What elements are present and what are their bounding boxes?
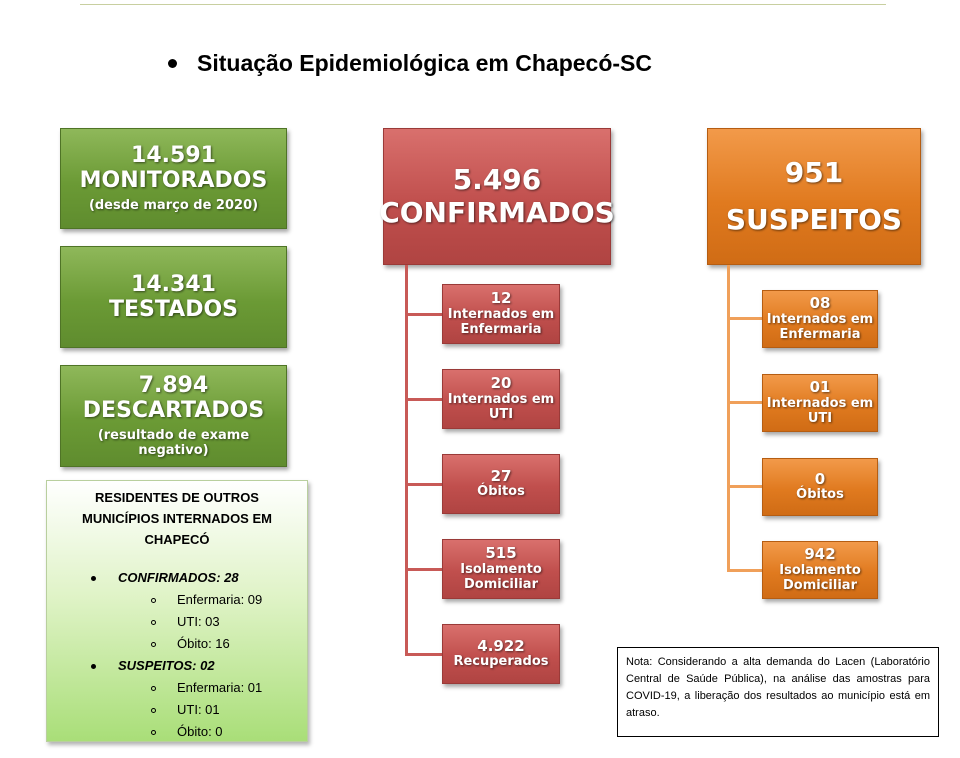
residents-conf-item: Enfermaria: 09	[177, 592, 263, 607]
confirmados-label: CONFIRMADOS	[379, 195, 615, 229]
confirmados-enfermaria-box: 12 Internados em Enfermaria	[442, 284, 560, 344]
residents-susp-item: UTI: 01	[177, 702, 220, 717]
circle-bullet-icon	[151, 598, 156, 603]
suspeitos-box: 951 SUSPEITOS	[707, 128, 921, 265]
item-label: Óbitos	[477, 484, 525, 500]
item-number: 0	[814, 469, 826, 488]
item-label: Óbitos	[796, 487, 844, 503]
item-label: Internados em UTI	[766, 395, 874, 426]
descartados-note: (resultado de exame negativo)	[97, 428, 250, 459]
residents-susp-item: Enfermaria: 01	[177, 680, 263, 695]
testados-box: 14.341 TESTADOS	[60, 246, 287, 348]
confirmados-box: 5.496 CONFIRMADOS	[379, 128, 615, 265]
item-label: Isolamento Domiciliar	[779, 562, 861, 593]
connector	[727, 485, 762, 488]
residents-title-line: MUNICÍPIOS INTERNADOS EM	[82, 511, 272, 526]
suspeitos-label: SUSPEITOS	[725, 202, 903, 236]
residents-conf-item: UTI: 03	[177, 614, 220, 629]
confirmados-connector	[405, 265, 408, 655]
connector	[405, 653, 442, 656]
circle-bullet-icon	[151, 730, 156, 735]
descartados-label: DESCARTADOS	[82, 398, 265, 424]
page-title: Situação Epidemiológica em Chapecó-SC	[197, 49, 652, 76]
circle-bullet-icon	[151, 686, 156, 691]
suspeitos-enfermaria-box: 08 Internados em Enfermaria	[762, 290, 878, 348]
descartados-box: 7.894 DESCARTADOS (resultado de exame ne…	[60, 365, 287, 467]
testados-label: TESTADOS	[108, 297, 238, 322]
circle-bullet-icon	[151, 642, 156, 647]
circle-bullet-icon	[151, 620, 156, 625]
item-number: 01	[809, 378, 831, 397]
item-number: 08	[809, 294, 831, 313]
suspeitos-obitos-box: 0 Óbitos	[762, 458, 878, 516]
confirmados-recuperados-box: 4.922 Recuperados	[442, 624, 560, 684]
note-box: Nota: Considerando a alta demanda do Lac…	[617, 647, 939, 737]
residents-susp-item: Óbito: 0	[177, 724, 223, 739]
connector	[727, 401, 762, 404]
item-label: Recuperados	[453, 654, 549, 670]
suspeitos-connector	[727, 265, 730, 572]
residents-box: RESIDENTES DE OUTROS MUNICÍPIOS INTERNAD…	[46, 480, 308, 742]
connector	[405, 568, 442, 571]
connector	[727, 317, 762, 320]
item-number: 20	[490, 374, 512, 393]
testados-number: 14.341	[131, 271, 216, 297]
residents-conf-item: Óbito: 16	[177, 636, 230, 651]
item-number: 12	[490, 289, 512, 308]
descartados-number: 7.894	[138, 372, 209, 398]
connector	[727, 569, 762, 572]
bullet-icon	[91, 664, 96, 669]
confirmados-number: 5.496	[452, 163, 542, 197]
top-divider	[80, 4, 886, 5]
confirmados-isolamento-box: 515 Isolamento Domiciliar	[442, 539, 560, 599]
confirmados-uti-box: 20 Internados em UTI	[442, 369, 560, 429]
residents-title-line: CHAPECÓ	[144, 532, 210, 547]
connector	[405, 483, 442, 486]
residents-confirmados: CONFIRMADOS: 28	[118, 570, 239, 585]
residents-suspeitos: SUSPEITOS: 02	[118, 658, 215, 673]
item-label: Internados em Enfermaria	[447, 306, 555, 337]
connector	[405, 313, 442, 316]
residents-title: RESIDENTES DE OUTROS MUNICÍPIOS INTERNAD…	[47, 487, 307, 550]
item-label: Internados em Enfermaria	[766, 311, 874, 342]
item-number: 4.922	[477, 636, 525, 655]
bullet-icon	[168, 58, 177, 68]
monitorados-box: 14.591 MONITORADOS (desde março de 2020)	[60, 128, 287, 229]
monitorados-note: (desde março de 2020)	[88, 198, 259, 214]
item-number: 515	[485, 544, 517, 563]
confirmados-obitos-box: 27 Óbitos	[442, 454, 560, 514]
item-number: 27	[490, 466, 512, 485]
item-label: Internados em UTI	[447, 391, 555, 422]
monitorados-label: MONITORADOS	[79, 168, 268, 194]
suspeitos-isolamento-box: 942 Isolamento Domiciliar	[762, 541, 878, 599]
suspeitos-uti-box: 01 Internados em UTI	[762, 374, 878, 432]
page-title-row: Situação Epidemiológica em Chapecó-SC	[168, 48, 652, 78]
residents-title-line: RESIDENTES DE OUTROS	[95, 490, 259, 505]
connector	[405, 398, 442, 401]
suspeitos-number: 951	[784, 156, 844, 190]
bullet-icon	[91, 576, 96, 581]
circle-bullet-icon	[151, 708, 156, 713]
item-label: Isolamento Domiciliar	[460, 561, 542, 592]
item-number: 942	[804, 545, 836, 564]
monitorados-number: 14.591	[131, 142, 216, 168]
